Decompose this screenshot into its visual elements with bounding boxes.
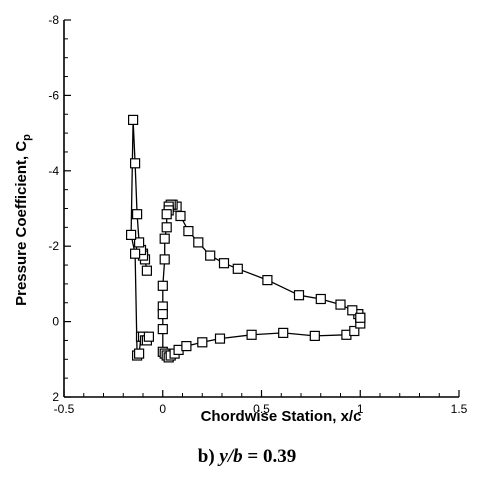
data-point: [157, 324, 168, 335]
data-point: [128, 114, 139, 126]
data-point: [214, 333, 226, 344]
data-series: [125, 114, 366, 363]
data-point: [197, 337, 208, 348]
data-point: [349, 325, 360, 337]
x-tick-label: 1.5: [451, 402, 468, 416]
data-point: [130, 158, 141, 169]
axis-ticks: -0.5 0 0.5 1 1.5 2 0 -2 -4 -6 -8: [48, 13, 467, 416]
data-point: [130, 248, 141, 259]
y-tick-label: 2: [52, 390, 59, 404]
data-point: [181, 341, 192, 352]
data-point: [205, 250, 216, 261]
data-point: [132, 209, 143, 220]
y-tick-label: -6: [48, 88, 59, 102]
data-point: [193, 237, 204, 248]
data-point: [293, 290, 305, 301]
data-point: [315, 293, 326, 305]
data-point: [141, 265, 152, 276]
x-axis-title: Chordwise Station, x/c: [201, 408, 362, 425]
data-point: [159, 233, 170, 244]
data-point: [125, 229, 137, 240]
y-axis-title-sub: p: [21, 134, 33, 141]
y-axis-title: Pressure Coefficient, Cp: [13, 134, 33, 306]
x-tick-label: 1: [357, 402, 364, 416]
data-point: [335, 299, 346, 310]
y-tick-label: -8: [48, 13, 59, 27]
data-point: [183, 226, 194, 237]
data-point: [159, 254, 170, 265]
y-tick-label: -4: [48, 164, 59, 178]
data-point: [161, 209, 172, 220]
data-point: [157, 280, 168, 291]
x-tick-label: 0: [159, 402, 166, 416]
x-tick-label: -0.5: [54, 402, 75, 416]
data-point: [157, 309, 168, 320]
data-point: [134, 348, 145, 359]
figure-caption: b) y/b = 0.39: [198, 446, 296, 467]
data-point: [232, 263, 243, 274]
data-point: [262, 275, 273, 286]
data-point: [278, 327, 289, 338]
caption-value: = 0.39: [243, 446, 297, 467]
y-tick-label: 0: [52, 315, 59, 329]
caption-variable: y/b: [217, 446, 242, 467]
data-point: [134, 237, 145, 248]
y-axis-title-main: Pressure Coefficient, C: [13, 141, 30, 306]
y-tick-label: -2: [48, 239, 59, 253]
plot-frame: [63, 20, 459, 398]
data-point: [143, 331, 154, 342]
data-point: [355, 312, 366, 323]
caption-prefix: b): [198, 446, 220, 467]
data-point: [161, 222, 172, 233]
data-point: [218, 258, 230, 269]
data-point: [309, 330, 320, 341]
data-point: [246, 329, 257, 340]
x-tick-label: 0.5: [253, 402, 270, 416]
data-point: [347, 305, 358, 316]
data-point: [175, 210, 186, 222]
